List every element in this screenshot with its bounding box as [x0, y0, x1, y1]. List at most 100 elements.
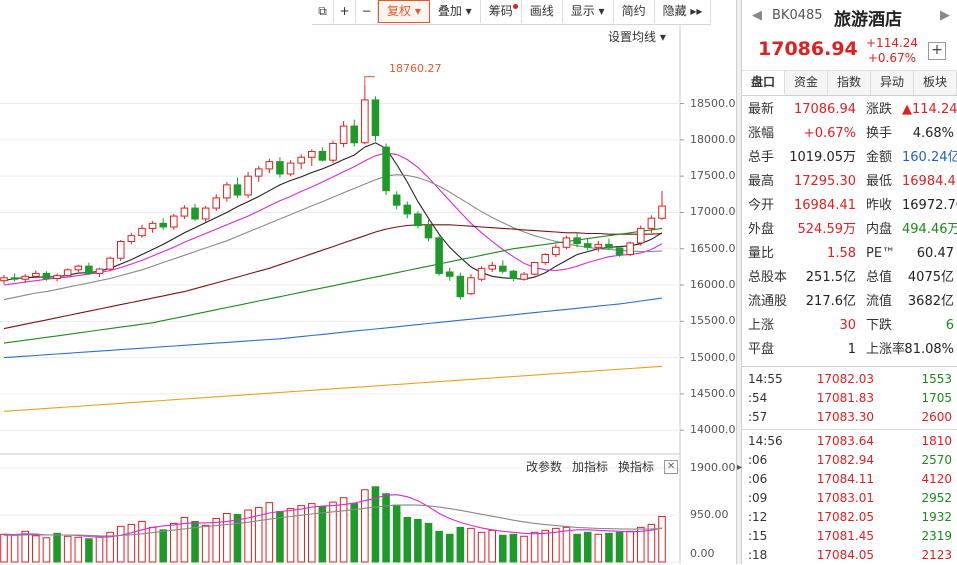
stat-value: 16984.41 — [902, 174, 957, 189]
tab-3[interactable]: 异动 — [871, 71, 914, 95]
volume-bar — [626, 530, 634, 563]
tick-time: 14:55 — [748, 372, 783, 386]
tick-row[interactable]: :09 17083.01 2952 — [742, 489, 957, 508]
tab-0[interactable]: 盘口 — [742, 71, 785, 95]
volume-bar — [382, 493, 390, 563]
volume-bar — [647, 523, 656, 563]
tick-volume: 2952 — [921, 491, 952, 505]
candle-body — [244, 175, 252, 196]
switch-indicator-button[interactable]: 换指标 — [618, 460, 655, 474]
tick-row[interactable]: :12 17082.05 1932 — [742, 508, 957, 527]
volume-bar — [424, 522, 433, 563]
volume-bar — [605, 532, 613, 563]
candle-body — [201, 207, 210, 220]
add-watchlist-icon[interactable]: + — [928, 42, 946, 60]
tick-row[interactable]: 14:56 17083.64 1810 — [742, 432, 957, 451]
volume-bar — [541, 529, 550, 563]
candle-body — [445, 271, 454, 277]
volume-bar — [265, 502, 274, 563]
stat-value: 251.5亿 — [805, 270, 856, 285]
peak-marker — [364, 76, 375, 85]
volume-bar — [414, 518, 422, 563]
close-indicator-icon[interactable]: ✕ — [664, 459, 679, 474]
collapse-arrow-icon[interactable]: ▸ — [737, 462, 743, 473]
stat-value: 524.59万 — [797, 222, 857, 237]
volume-bar — [223, 513, 231, 563]
tick-time: :12 — [748, 510, 768, 524]
tick-time: 14:56 — [748, 434, 783, 448]
overlay-button[interactable]: 叠加 ▾ — [430, 0, 481, 23]
tick-time: :15 — [748, 529, 768, 543]
simple-button-label: 简约 — [621, 4, 646, 18]
candle-body — [265, 161, 274, 170]
tick-row[interactable]: :57 17083.30 2600 — [742, 408, 957, 427]
hide-button[interactable]: 隐藏 ▸▸ — [655, 0, 712, 23]
change-block: +114.24 +0.67% — [866, 36, 918, 66]
volume-bar — [85, 538, 93, 563]
candle-body — [636, 227, 645, 244]
tab-4[interactable]: 板块 — [914, 71, 957, 95]
zoom-out-icon[interactable]: − — [356, 0, 378, 23]
ma-setting-menu[interactable]: 设置均线 ▾ — [608, 30, 666, 44]
zoom-in-icon[interactable]: + — [334, 0, 356, 23]
hide-button-label: 隐藏 ▸▸ — [662, 4, 703, 18]
add-indicator-button[interactable]: 加指标 — [572, 460, 609, 474]
drawline-button[interactable]: 画线 — [522, 0, 563, 23]
candle-body — [594, 243, 603, 248]
simple-button[interactable]: 简约 — [614, 0, 655, 23]
next-stock-icon[interactable]: ▶ — [940, 8, 950, 23]
moving-average-line — [3, 174, 663, 301]
tick-price: 17083.01 — [816, 491, 874, 505]
panel-splitter[interactable]: ▸ — [736, 0, 742, 564]
stat-label: PE™ — [866, 246, 896, 261]
stock-name: 旅游酒店 — [834, 10, 902, 30]
kline-chart[interactable] — [0, 0, 736, 564]
tick-price: 17082.05 — [816, 510, 874, 524]
stat-row: 平盘 1 上涨率 81.08% — [742, 338, 957, 362]
candle-body — [223, 184, 231, 199]
display-button-label: 显示 ▾ — [570, 4, 605, 18]
display-button[interactable]: 显示 ▾ — [563, 0, 614, 23]
tick-volume: 2600 — [921, 410, 952, 424]
tick-row[interactable]: :15 17081.45 2319 — [742, 527, 957, 546]
edit-params-button[interactable]: 改参数 — [526, 460, 563, 474]
volume-bar — [297, 505, 305, 563]
tick-list[interactable]: 14:55 17082.03 1553:54 17081.83 1705:57 17083… — [742, 370, 957, 565]
candle-body — [233, 184, 242, 196]
adjust-button[interactable]: 复权 ▾ — [378, 0, 430, 23]
tab-1[interactable]: 资金 — [785, 71, 828, 95]
quote-stats: 最新 17086.94 涨跌 ▲114.24 涨幅 +0.67% 换手 4.68% 总手 1019… — [742, 96, 957, 362]
tick-time: :57 — [748, 410, 768, 424]
volume-bar — [201, 524, 210, 563]
candle-body — [106, 257, 114, 270]
tick-row[interactable]: :06 17082.94 2570 — [742, 451, 957, 470]
stat-label: 今开 — [748, 198, 775, 213]
tick-row[interactable]: :18 17084.05 2123 — [742, 546, 957, 565]
tab-2[interactable]: 指数 — [828, 71, 871, 95]
tick-row[interactable]: :06 17084.11 4120 — [742, 470, 957, 489]
candle-body — [456, 275, 465, 298]
candle-body — [361, 99, 369, 144]
prev-stock-icon[interactable]: ◀ — [752, 8, 762, 23]
chips-button[interactable]: 筹码 — [481, 0, 522, 23]
tick-volume: 4120 — [921, 472, 952, 486]
stock-code: BK0485 — [772, 8, 823, 23]
volume-bar — [361, 489, 369, 563]
tick-row[interactable]: 14:55 17082.03 1553 — [742, 370, 957, 389]
price-tick-label: 14500.00 — [690, 386, 743, 400]
candle-body — [392, 194, 401, 206]
tick-volume: 1705 — [921, 391, 952, 405]
chart-area[interactable]: ⧉ + − 复权 ▾ 叠加 ▾ 筹码 画线 显示 ▾ 简约 隐藏 ▸▸ 设置均线 ▾ 18760.… — [0, 0, 743, 564]
moving-average-line — [3, 142, 663, 282]
stat-label: 上涨 — [748, 318, 775, 333]
moving-average-line — [3, 227, 663, 344]
volume-bar — [562, 526, 571, 563]
tick-price: 17082.94 — [816, 453, 874, 467]
price-tick-label: 17500.00 — [690, 169, 743, 183]
restore-icon[interactable]: ⧉ — [312, 0, 334, 23]
candle-body — [509, 270, 518, 280]
stat-row: 总股本 251.5亿 总值 4075亿 — [742, 266, 957, 290]
change-percent: +0.67% — [867, 51, 916, 65]
tick-row[interactable]: :54 17081.83 1705 — [742, 389, 957, 408]
volume-bar — [477, 531, 486, 563]
